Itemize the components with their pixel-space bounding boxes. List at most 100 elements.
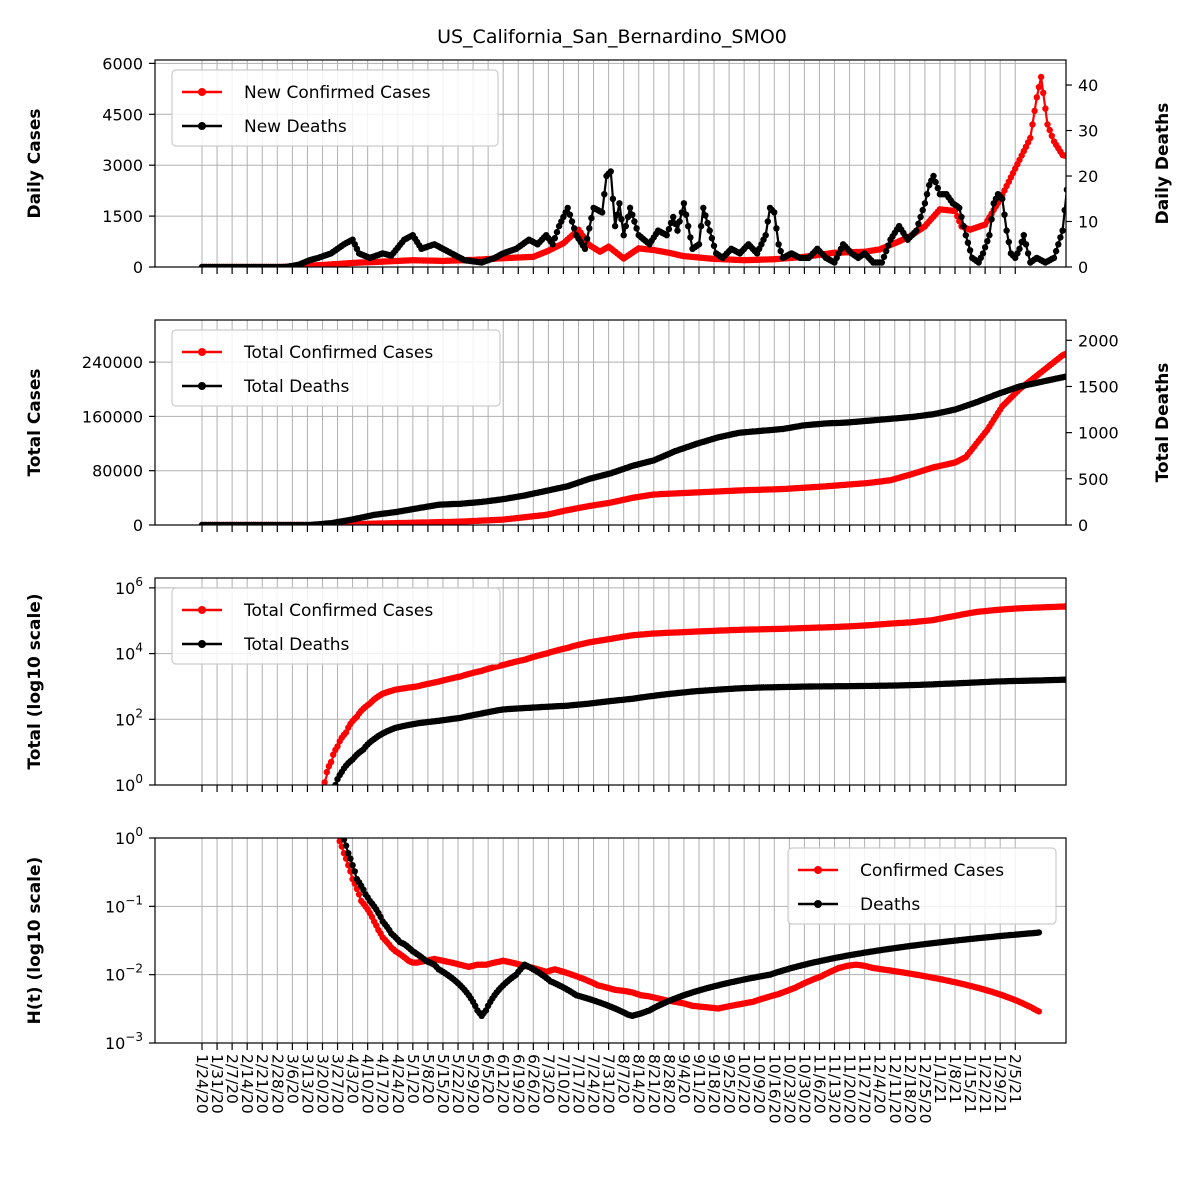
data-point: [225, 815, 231, 821]
data-point: [960, 222, 967, 230]
data-point: [235, 817, 241, 823]
x-tick-label: 9/11/20: [690, 1054, 708, 1114]
data-point: [1163, 333, 1169, 339]
x-tick-label: 7/3/20: [539, 1054, 557, 1104]
x-tick-label: 5/29/20: [464, 1054, 482, 1114]
data-point: [1102, 603, 1108, 609]
data-point: [883, 247, 890, 255]
data-point: [670, 213, 677, 221]
series-total-deaths: [198, 333, 1169, 525]
x-tick-label: 10/23/20: [780, 1054, 798, 1124]
x-tick-label: 11/6/20: [810, 1054, 828, 1114]
data-point: [1109, 674, 1115, 680]
data-point: [272, 807, 278, 813]
data-point: [255, 811, 261, 817]
data-point: [296, 803, 302, 809]
x-tick-label: 8/28/20: [660, 1054, 678, 1114]
data-point: [710, 242, 718, 249]
data-point: [229, 820, 235, 826]
data-point: [1145, 337, 1151, 343]
data-point: [764, 218, 771, 225]
data-point: [334, 743, 341, 750]
data-point: [315, 795, 321, 801]
data-point: [1074, 676, 1080, 682]
data-point: [588, 214, 595, 222]
legend-label: Total Confirmed Cases: [243, 601, 433, 621]
data-point: [1090, 675, 1096, 681]
data-point: [964, 239, 972, 246]
data-point: [283, 805, 289, 811]
data-point: [313, 801, 319, 807]
data-point: [281, 800, 287, 806]
data-point: [1094, 152, 1100, 158]
data-point: [323, 768, 330, 776]
y-tick-label: 10−1: [105, 893, 143, 916]
data-point: [259, 804, 265, 810]
legend-label: New Deaths: [244, 117, 347, 137]
data-point: [1081, 603, 1087, 609]
data-point: [1085, 155, 1091, 161]
y-right-tick-label: 1500: [1078, 377, 1119, 396]
data-point: [289, 804, 295, 810]
x-tick-label: 6/26/20: [524, 1054, 542, 1114]
y-tick-label: 6000: [102, 54, 143, 73]
data-point: [1100, 149, 1106, 155]
data-point: [599, 209, 606, 216]
data-point: [1048, 132, 1056, 139]
data-point: [342, 842, 350, 849]
data-point: [214, 822, 220, 828]
x-tick-label: 11/27/20: [856, 1054, 874, 1124]
data-point: [932, 178, 939, 186]
x-tick-label: 3/13/20: [298, 1054, 316, 1114]
data-point: [1052, 247, 1060, 255]
x-tick-label: 5/15/20: [434, 1054, 452, 1114]
data-point: [704, 219, 711, 227]
data-point: [349, 862, 356, 869]
data-point: [1068, 372, 1074, 378]
data-point: [1092, 364, 1098, 370]
legend: Total Confirmed Cases Total Deaths: [171, 329, 501, 407]
legend-label: Deaths: [860, 895, 920, 915]
y-right-tick-label: 0: [1078, 258, 1088, 277]
data-point: [1098, 603, 1104, 609]
data-point: [1092, 153, 1098, 159]
data-point: [298, 803, 304, 809]
data-point: [1130, 186, 1136, 192]
data-point: [274, 807, 280, 813]
data-point: [212, 831, 218, 837]
data-point: [1005, 238, 1012, 246]
data-point: [1158, 227, 1164, 233]
legend-label: Total Confirmed Cases: [243, 343, 433, 363]
data-point: [355, 891, 363, 898]
data-point: [702, 212, 709, 219]
data-point: [289, 799, 295, 805]
data-point: [1109, 141, 1115, 147]
data-point: [586, 225, 593, 232]
data-point: [257, 810, 263, 816]
data-point: [1111, 674, 1117, 680]
data-point: [1126, 343, 1132, 349]
data-point: [956, 204, 963, 212]
x-tick-label: 6/5/20: [479, 1054, 497, 1104]
data-point: [242, 815, 248, 821]
x-tick-label: 2/28/20: [268, 1054, 286, 1114]
data-point: [1096, 603, 1102, 609]
y-tick-label: 100: [115, 825, 143, 848]
data-point: [1139, 339, 1145, 345]
x-tick-label: 10/2/20: [735, 1054, 753, 1114]
data-point: [218, 819, 224, 825]
data-point: [1063, 676, 1066, 683]
data-point: [227, 821, 233, 827]
y-right-tick-label: 1000: [1078, 424, 1119, 443]
legend-swatch-marker: [814, 900, 822, 908]
x-tick-label: 11/13/20: [826, 1054, 844, 1124]
data-point: [294, 803, 300, 809]
data-point: [263, 809, 269, 815]
data-point: [614, 211, 621, 218]
data-point: [1072, 676, 1078, 682]
legend-swatch-marker: [198, 382, 206, 390]
data-point: [1079, 603, 1085, 609]
data-point: [1085, 675, 1091, 681]
x-tick-label: 9/4/20: [675, 1054, 693, 1104]
